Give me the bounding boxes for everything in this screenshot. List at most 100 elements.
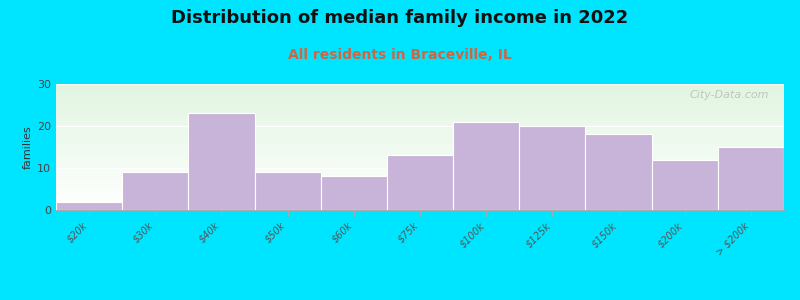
Bar [56, 116, 784, 117]
Bar [56, 115, 784, 116]
Bar [56, 192, 784, 193]
Bar [56, 123, 784, 124]
Bar [56, 106, 784, 107]
Bar [56, 92, 784, 93]
Bar [56, 178, 784, 179]
Bar [56, 96, 784, 97]
Bar [56, 167, 784, 168]
Bar [56, 181, 784, 182]
Bar [56, 180, 784, 181]
Bar [56, 200, 784, 201]
Bar [56, 153, 784, 154]
Bar [56, 110, 784, 111]
Bar [56, 105, 784, 106]
Bar [56, 159, 784, 160]
Bar [586, 134, 652, 210]
Bar [56, 86, 784, 87]
Bar [56, 133, 784, 134]
Bar [56, 194, 784, 195]
Y-axis label: families: families [23, 125, 33, 169]
Bar [56, 102, 784, 103]
Bar [56, 150, 784, 151]
Bar [56, 138, 784, 139]
Bar [56, 98, 784, 99]
Bar [56, 183, 784, 184]
Bar [56, 156, 784, 157]
Bar [56, 169, 784, 170]
Bar [56, 176, 784, 177]
Bar [56, 193, 784, 194]
Bar [56, 199, 784, 200]
Bar [56, 126, 784, 127]
Bar [56, 113, 784, 114]
Bar [56, 147, 784, 148]
Bar [56, 143, 784, 144]
Text: All residents in Braceville, IL: All residents in Braceville, IL [288, 48, 512, 62]
Bar [56, 93, 784, 94]
Bar [56, 171, 784, 172]
Bar [56, 132, 784, 133]
Bar [56, 148, 784, 149]
Bar [56, 117, 784, 118]
Bar [56, 141, 784, 142]
Bar [56, 190, 784, 191]
Bar [652, 160, 718, 210]
Bar [56, 206, 784, 207]
Bar [56, 95, 784, 96]
Bar [56, 111, 784, 112]
Bar [56, 191, 784, 192]
Bar [56, 203, 784, 204]
Bar [56, 184, 784, 185]
Bar [56, 128, 784, 129]
Bar [56, 189, 784, 190]
Bar [56, 101, 784, 102]
Bar [56, 157, 784, 158]
Bar [56, 114, 784, 115]
Bar [56, 130, 784, 131]
Bar [56, 186, 784, 187]
Bar [56, 94, 784, 95]
Bar [56, 139, 784, 140]
Bar [56, 161, 784, 162]
Bar [56, 104, 784, 105]
Bar [56, 87, 784, 88]
Bar [56, 198, 784, 199]
Bar [56, 119, 784, 120]
Bar [56, 140, 784, 141]
Bar [56, 136, 784, 137]
Bar [56, 125, 784, 126]
Bar [56, 112, 784, 113]
Bar [56, 182, 784, 183]
Bar [56, 137, 784, 138]
Bar [56, 164, 784, 165]
Bar [56, 175, 784, 176]
Bar [56, 187, 784, 188]
Bar [56, 205, 784, 206]
Bar [56, 149, 784, 150]
Bar [56, 124, 784, 125]
Bar [56, 134, 784, 135]
Bar [56, 108, 784, 109]
Bar [56, 197, 784, 198]
Bar [56, 100, 784, 101]
Bar [56, 163, 784, 164]
Bar [56, 162, 784, 163]
Bar [56, 97, 784, 98]
Bar [122, 172, 188, 210]
Bar [56, 84, 784, 85]
Bar [387, 155, 453, 210]
Bar [56, 152, 784, 153]
Bar [56, 177, 784, 178]
Bar [56, 170, 784, 171]
Bar [56, 202, 122, 210]
Bar [519, 126, 586, 210]
Bar [56, 129, 784, 130]
Bar [56, 188, 784, 189]
Bar [56, 179, 784, 180]
Bar [56, 154, 784, 155]
Bar [56, 90, 784, 91]
Bar [56, 131, 784, 132]
Bar [56, 151, 784, 152]
Bar [56, 185, 784, 186]
Bar [56, 99, 784, 100]
